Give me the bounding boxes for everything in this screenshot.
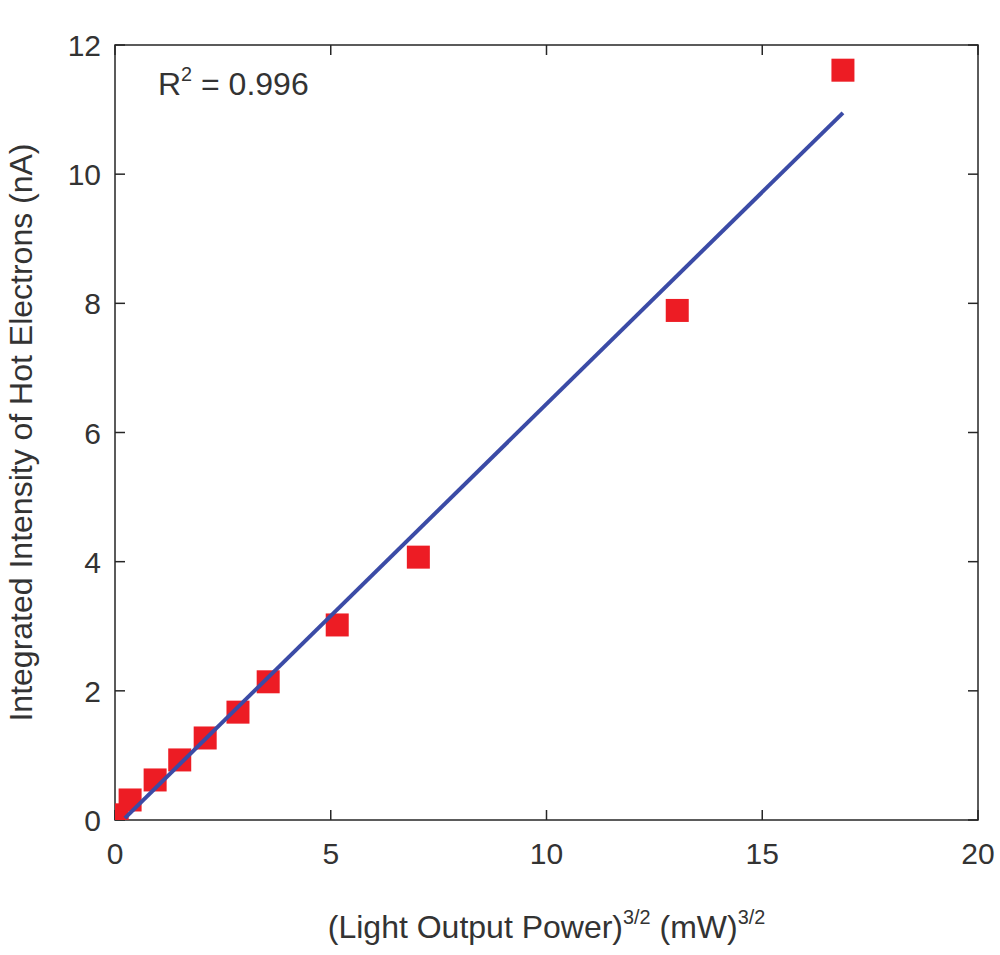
x-tick-label: 20 xyxy=(961,837,994,870)
y-tick xyxy=(115,432,125,434)
annotation: R2 = 0.996 xyxy=(158,63,309,102)
data-point xyxy=(407,546,430,569)
y-tick-label: 2 xyxy=(84,675,101,708)
fit-line xyxy=(125,113,843,818)
x-tick-label: 15 xyxy=(746,837,779,870)
superscript: 2 xyxy=(181,63,192,85)
x-axis-label: (Light Output Power)3/2 (mW)3/2 xyxy=(328,906,765,945)
x-tick-label: 5 xyxy=(322,837,339,870)
x-tick-label: 10 xyxy=(530,837,563,870)
text-part: (Light Output Power) xyxy=(328,909,623,945)
y-tick xyxy=(968,819,978,821)
y-tick xyxy=(968,561,978,563)
x-tick xyxy=(762,810,764,820)
y-tick xyxy=(968,303,978,305)
y-axis-label: Integrated Intensity of Hot Electrons (n… xyxy=(3,143,39,721)
x-tick xyxy=(114,45,116,55)
data-point xyxy=(168,748,191,771)
y-tick xyxy=(115,303,125,305)
data-point xyxy=(666,299,689,322)
x-tick xyxy=(977,45,979,55)
y-tick-label: 6 xyxy=(84,417,101,450)
plot-frame xyxy=(115,45,978,820)
chart: 05101520024681012(Light Output Power)3/2… xyxy=(0,0,1000,955)
superscript: 3/2 xyxy=(738,906,766,928)
y-tick-label: 8 xyxy=(84,287,101,320)
data-point xyxy=(119,788,142,811)
y-tick xyxy=(115,173,125,175)
marks xyxy=(115,59,854,820)
y-tick-label: 10 xyxy=(68,158,101,191)
y-tick xyxy=(115,44,125,46)
y-tick-label: 0 xyxy=(84,804,101,837)
y-tick-label: 12 xyxy=(68,29,101,62)
text-part: = 0.996 xyxy=(192,66,309,102)
y-tick-label: 4 xyxy=(84,546,101,579)
y-tick xyxy=(115,690,125,692)
y-tick xyxy=(115,561,125,563)
text-part: R xyxy=(158,66,181,102)
y-tick xyxy=(968,173,978,175)
x-tick xyxy=(546,45,548,55)
x-tick xyxy=(762,45,764,55)
superscript: 3/2 xyxy=(623,906,651,928)
x-tick-label: 0 xyxy=(107,837,124,870)
x-tick xyxy=(330,45,332,55)
text-part: (mW) xyxy=(651,909,738,945)
x-tick xyxy=(977,810,979,820)
x-tick xyxy=(546,810,548,820)
y-tick xyxy=(968,44,978,46)
x-tick xyxy=(330,810,332,820)
data-point xyxy=(831,59,854,82)
data-point xyxy=(257,670,280,693)
y-tick xyxy=(968,690,978,692)
y-tick xyxy=(968,432,978,434)
